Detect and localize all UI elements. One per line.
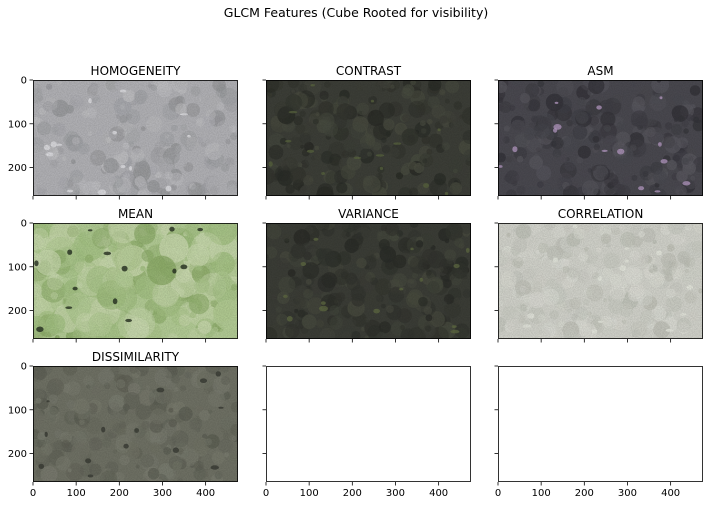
y-tick-label: 200 [8,306,27,317]
x-tick-label: 0 [495,488,501,499]
axes-frame [266,366,471,482]
axes-frame [498,366,703,482]
panel-title: CORRELATION [558,207,644,221]
panel-3: ASM [494,64,703,200]
y-tick-label: 0 [21,219,27,230]
x-tick-label: 0 [30,488,36,499]
panel-8: 0 100 200 300 400 [262,365,471,499]
axes-frame [33,223,238,339]
panel-image [33,80,238,196]
axes-frame [498,80,703,196]
panel-title: HOMOGENEITY [91,64,182,78]
y-tick-label: 100 [8,119,27,130]
panel-title: MEAN [118,207,153,221]
axes-frame [266,80,471,196]
axes-frame [498,223,703,339]
x-tick-label: 300 [618,488,637,499]
x-tick-label: 100 [300,488,319,499]
panel-image [266,80,471,196]
axes-frame [33,80,238,196]
y-tick-label: 0 [21,362,27,373]
panel-grid: HOMOGENEITY 0 100 200 CONTRAST ASM MEAN 0 100 200… [8,64,703,499]
panel-title: CONTRAST [336,64,402,78]
x-tick-label: 200 [343,488,362,499]
x-tick-label: 300 [386,488,405,499]
panel-image [33,223,238,339]
x-tick-label: 400 [429,488,448,499]
panel-image [498,80,703,196]
x-tick-label: 200 [110,488,129,499]
y-tick-label: 100 [8,405,27,416]
x-tick-label: 400 [661,488,680,499]
panel-title: ASM [587,64,613,78]
panel-image [33,366,238,482]
x-tick-label: 300 [153,488,172,499]
axes-frame [266,223,471,339]
x-tick-label: 0 [263,488,269,499]
panel-6: CORRELATION [494,207,703,343]
panel-image [498,223,703,339]
x-tick-label: 200 [575,488,594,499]
panel-9: 0 100 200 300 400 [494,365,703,499]
panel-7: DISSIMILARITY 0 100 200 0 100 200 300 400 [8,350,238,499]
panel-title: DISSIMILARITY [92,350,180,364]
x-tick-label: 400 [196,488,215,499]
panel-5: VARIANCE [262,207,471,343]
panel-image [266,223,471,339]
figure-title: GLCM Features (Cube Rooted for visibilit… [224,5,488,20]
y-tick-label: 0 [21,76,27,87]
x-tick-label: 100 [67,488,86,499]
y-tick-label: 200 [8,163,27,174]
axes-frame [33,366,238,482]
y-tick-label: 100 [8,262,27,273]
panel-1: HOMOGENEITY 0 100 200 [8,64,238,200]
y-tick-label: 200 [8,449,27,460]
x-tick-label: 100 [532,488,551,499]
panel-2: CONTRAST [262,64,471,200]
panel-title: VARIANCE [338,207,399,221]
panel-4: MEAN 0 100 200 [8,207,238,343]
